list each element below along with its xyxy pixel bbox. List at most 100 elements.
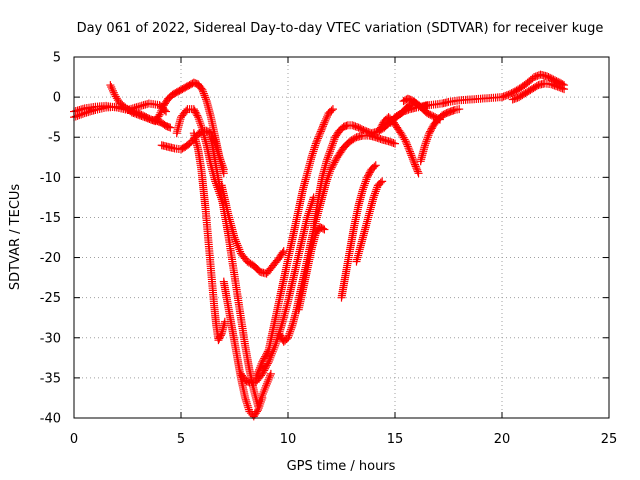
data-point	[196, 121, 205, 130]
series-trace-19	[416, 105, 464, 166]
data-point	[409, 157, 418, 166]
data-point	[330, 135, 339, 144]
series-trace-17	[376, 113, 423, 178]
data-point	[261, 364, 270, 373]
y-tick-label: 5	[53, 51, 61, 66]
data-point	[319, 120, 328, 129]
series-trace-9	[217, 181, 288, 278]
data-point	[320, 118, 329, 127]
data-point	[313, 134, 322, 143]
data-point	[370, 191, 379, 200]
data-point	[303, 213, 312, 222]
data-point	[323, 153, 332, 162]
data-point	[402, 138, 411, 147]
data-point	[266, 371, 275, 380]
data-point	[263, 377, 272, 386]
data-point	[256, 397, 265, 406]
data-point	[358, 185, 367, 194]
data-point	[262, 349, 271, 358]
data-point	[323, 155, 332, 164]
data-point	[316, 129, 325, 138]
data-point	[362, 175, 371, 184]
y-axis-label: SDTVAR / TECUs	[8, 184, 23, 291]
data-point	[260, 385, 269, 394]
data-point	[305, 207, 314, 216]
data-point	[307, 153, 316, 162]
y-tick-label: -5	[48, 131, 61, 146]
data-point	[254, 405, 263, 414]
data-point	[284, 331, 293, 340]
x-tick-labels: 0 5 10 15 20 25	[70, 432, 617, 447]
series-trace-13	[309, 93, 506, 230]
data-point	[423, 133, 432, 142]
data-point	[327, 143, 336, 152]
data-point	[424, 131, 433, 140]
data-point	[326, 147, 335, 156]
data-point	[234, 243, 243, 252]
data-point	[404, 144, 413, 153]
data-point	[326, 145, 335, 154]
data-point	[329, 160, 338, 169]
series-trace-12	[275, 131, 399, 346]
data-point	[405, 147, 414, 156]
data-point	[241, 393, 250, 402]
data-point	[328, 105, 337, 114]
data-point	[252, 407, 261, 416]
data-point	[261, 383, 270, 392]
series-trace-15	[337, 161, 380, 302]
data-point	[256, 361, 265, 370]
chart-title: Day 061 of 2022, Sidereal Day-to-day VTE…	[77, 21, 604, 36]
data-point	[371, 187, 380, 196]
data-point	[309, 147, 318, 156]
series-trace-3	[106, 81, 175, 132]
data-point	[369, 193, 378, 202]
data-point	[304, 209, 313, 218]
data-point	[195, 117, 204, 126]
data-point	[108, 86, 117, 95]
series-trace-22	[508, 79, 569, 104]
data-point	[308, 151, 317, 160]
data-point	[265, 373, 274, 382]
data-point	[254, 367, 263, 376]
data-point	[332, 154, 341, 163]
data-point	[313, 136, 322, 145]
data-point	[193, 111, 202, 120]
data-point	[253, 369, 262, 378]
data-point	[372, 185, 381, 194]
data-point	[286, 327, 295, 336]
data-point	[216, 331, 225, 340]
x-tick-label: 15	[387, 432, 404, 447]
data-point	[201, 93, 210, 102]
data-point	[286, 325, 295, 334]
data-point	[360, 181, 369, 190]
data-point	[303, 211, 312, 220]
data-point	[194, 113, 203, 122]
data-point	[197, 123, 206, 132]
data-point	[107, 83, 116, 92]
data-point	[255, 401, 264, 410]
y-tick-labels: 5 0 -5 -10 -15 -20 -25 -30 -35 -40	[40, 51, 61, 427]
data-point	[257, 395, 266, 404]
data-point	[315, 130, 324, 139]
data-point	[328, 141, 337, 150]
data-point	[420, 141, 429, 150]
data-point	[264, 375, 273, 384]
y-tick-label: -30	[40, 331, 61, 346]
data-point	[327, 106, 336, 115]
data-point	[378, 177, 387, 186]
data-point	[421, 139, 430, 148]
data-point	[197, 84, 206, 93]
axis-ticks	[73, 56, 610, 419]
data-point	[312, 137, 321, 146]
data-point	[359, 183, 368, 192]
data-point	[261, 350, 270, 359]
data-point	[413, 165, 422, 174]
data-point	[198, 85, 207, 94]
data-point	[235, 245, 244, 254]
data-point	[405, 145, 414, 154]
y-tick-label: 0	[53, 91, 61, 106]
data-point	[232, 239, 241, 248]
data-point	[219, 165, 228, 174]
data-point	[255, 363, 264, 372]
data-point	[230, 233, 239, 242]
